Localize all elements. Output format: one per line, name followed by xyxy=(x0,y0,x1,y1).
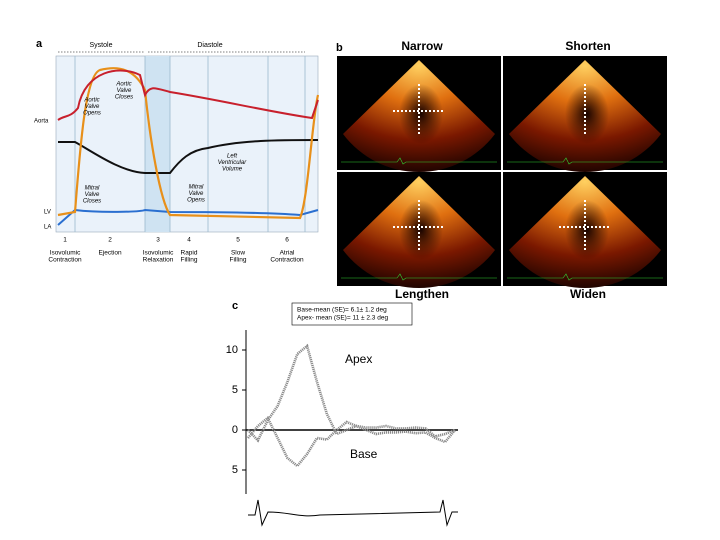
ecg xyxy=(507,157,663,165)
y-tick-label: 0 xyxy=(232,424,238,436)
phase-number: 4 xyxy=(187,237,191,244)
series-line xyxy=(247,343,456,443)
annotation: Ventricular xyxy=(218,160,247,166)
phase-number: 2 xyxy=(108,237,112,244)
lv-volume-curve xyxy=(58,139,319,174)
aorta-curve xyxy=(57,69,319,121)
phase-name: Filling xyxy=(230,257,247,264)
image-title: Lengthen xyxy=(395,287,449,301)
annotation: Valve xyxy=(189,191,204,197)
series-label: Apex xyxy=(345,352,372,366)
panel-label: a xyxy=(36,38,43,50)
echo-image xyxy=(337,172,501,288)
image-title: Narrow xyxy=(401,39,443,53)
panel-label: c xyxy=(232,300,238,312)
ecg xyxy=(341,157,497,165)
aorta-label: Aorta xyxy=(34,119,49,125)
phase-name: Atrial xyxy=(280,250,295,257)
stats-text: Apex- mean (SE)= 11 ± 2.3 deg xyxy=(297,315,388,322)
ecg xyxy=(507,273,663,281)
echo-image xyxy=(337,56,501,172)
panel-b: b Narrow Shorten Lengthen Widen xyxy=(336,39,667,301)
cavity xyxy=(565,200,609,260)
phase-name: Slow xyxy=(231,250,245,257)
phase-name: Rapid xyxy=(181,250,198,257)
cavity xyxy=(399,84,443,144)
annotation: Mitral xyxy=(189,185,204,191)
series-label: Base xyxy=(350,447,378,461)
stats-text: Base-mean (SE)= 6.1± 1.2 deg xyxy=(297,307,387,314)
phase-name: Contraction xyxy=(48,257,82,264)
echo-image xyxy=(503,56,667,172)
annotation: Valve xyxy=(117,88,132,94)
panel-label: b xyxy=(336,42,343,54)
diagram-frame xyxy=(55,55,319,233)
image-title: Shorten xyxy=(565,39,610,53)
echo-image xyxy=(503,172,667,288)
annotation: Mitral xyxy=(85,186,100,192)
stats-box xyxy=(291,302,413,326)
lv-curve xyxy=(57,67,320,220)
annotation: Valve xyxy=(85,104,100,110)
ecg xyxy=(341,273,497,281)
phase-name: Ejection xyxy=(98,250,122,257)
phase-name: Isovolumic xyxy=(143,250,174,257)
series-line xyxy=(246,415,457,468)
annotation: Left xyxy=(227,154,237,160)
phase-name: Contraction xyxy=(270,257,304,264)
annotation: Closes xyxy=(83,199,101,205)
systole-label: Systole xyxy=(90,42,113,49)
cavity xyxy=(399,200,443,260)
y-tick-label: 5 xyxy=(232,384,238,396)
panel-c: c Base-mean (SE)= 6.1± 1.2 deg Apex- mea… xyxy=(226,300,458,527)
annotation: Aortic xyxy=(83,98,99,104)
phase-number: 5 xyxy=(236,237,240,244)
annotation: Closes xyxy=(115,95,133,101)
annotation: Valve xyxy=(85,192,100,198)
phase-number: 3 xyxy=(156,237,160,244)
diastole-label: Diastole xyxy=(197,42,222,49)
phase-shade xyxy=(145,56,170,232)
phase-dividers xyxy=(74,56,306,232)
annotation: Aortic xyxy=(115,82,131,88)
phase-number: 6 xyxy=(285,237,289,244)
y-tick-label: 10 xyxy=(226,344,238,356)
annotation: Volume xyxy=(222,167,243,173)
ecg-trace xyxy=(248,499,458,527)
cavity xyxy=(565,84,609,144)
phase-number: 1 xyxy=(63,237,67,244)
lv-label: LV xyxy=(44,210,51,216)
y-tick-label: 5 xyxy=(232,464,238,476)
phase-name: Isovolumic xyxy=(50,250,81,257)
panel-a: a Systole Diastole Aorta LV LA AorticVal… xyxy=(34,38,320,264)
image-title: Widen xyxy=(570,287,606,301)
la-curve xyxy=(57,208,319,226)
phase-name: Relaxation xyxy=(143,257,174,264)
phase-name: Filling xyxy=(181,257,198,264)
annotation: Opens xyxy=(187,198,205,204)
la-label: LA xyxy=(44,225,51,231)
annotation: Opens xyxy=(83,111,101,117)
